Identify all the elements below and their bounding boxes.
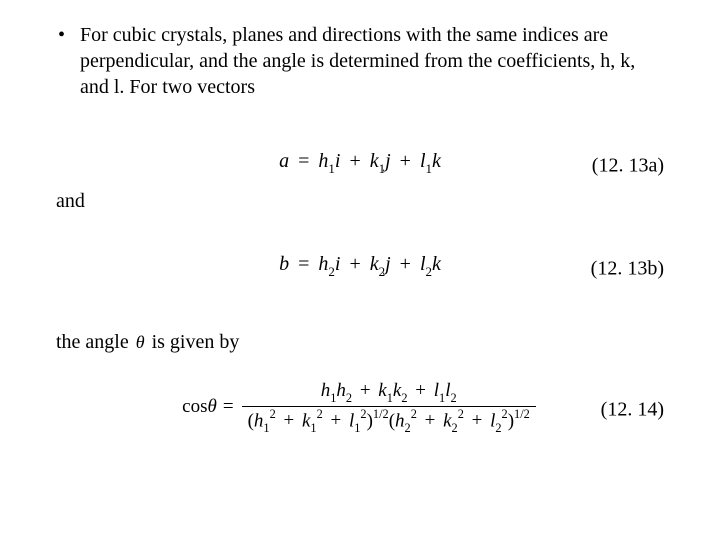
spacer bbox=[56, 100, 664, 150]
equation-label-12-14: (12. 14) bbox=[601, 399, 664, 422]
den-l1-exp: 2 bbox=[360, 407, 366, 421]
plus-sign: + bbox=[327, 410, 344, 431]
bullet-marker: • bbox=[56, 22, 80, 48]
fraction-denominator: (h12 + k12 + l12)1/2(h22 + k22 + l22)1/2 bbox=[242, 406, 536, 435]
eq-a-j: j bbox=[385, 150, 391, 172]
eq-a-l-sub: 1 bbox=[426, 161, 433, 176]
angle-sentence: the angle θ is given by bbox=[56, 331, 664, 354]
den-h1: h bbox=[254, 410, 264, 431]
plus-sign: + bbox=[345, 253, 364, 275]
eq-a-i: i bbox=[335, 150, 341, 172]
rparen: ) bbox=[367, 410, 373, 431]
equation-12-14: cosθ = h1h2 + k1k2 + l1l2 (h12 + k12 + bbox=[56, 380, 664, 440]
equation-12-13b: b = h2i + k2j + l2k (12. 13b) bbox=[56, 253, 664, 285]
num-l1-sub: 1 bbox=[439, 391, 445, 405]
den-l2-sub: 2 bbox=[495, 421, 501, 435]
plus-sign: + bbox=[280, 410, 297, 431]
spacer bbox=[56, 213, 664, 253]
fraction-numerator: h1h2 + k1k2 + l1l2 bbox=[242, 380, 536, 406]
num-h2: h bbox=[336, 380, 346, 401]
bullet-text: For cubic crystals, planes and direction… bbox=[80, 22, 664, 100]
num-k1-sub: 1 bbox=[387, 391, 393, 405]
slide-page: • For cubic crystals, planes and directi… bbox=[0, 0, 720, 540]
fraction: h1h2 + k1k2 + l1l2 (h12 + k12 + l12)1/2(… bbox=[242, 380, 536, 435]
eq-a-k-sub: 1 bbox=[379, 161, 386, 176]
den-l1-sub: 1 bbox=[354, 421, 360, 435]
angle-pre: the angle bbox=[56, 331, 134, 353]
and-text: and bbox=[56, 190, 664, 213]
plus-sign: + bbox=[412, 380, 429, 401]
eq-a-var: a bbox=[279, 150, 289, 172]
den-exp1: 1/2 bbox=[373, 407, 389, 421]
den-k2: k bbox=[443, 410, 451, 431]
den-k1-exp: 2 bbox=[317, 407, 323, 421]
angle-post: is given by bbox=[147, 331, 240, 353]
eq-b-kvec: k bbox=[432, 253, 441, 275]
den-l2-exp: 2 bbox=[502, 407, 508, 421]
plus-sign: + bbox=[396, 150, 415, 172]
eq-b-l: l bbox=[420, 253, 426, 275]
cos-text: cos bbox=[182, 396, 207, 418]
equals-sign: = bbox=[294, 253, 313, 275]
num-k2-sub: 2 bbox=[401, 391, 407, 405]
eq-a-l: l bbox=[420, 150, 426, 172]
den-k2-exp: 2 bbox=[458, 407, 464, 421]
eq-b-i: i bbox=[335, 253, 341, 275]
plus-sign: + bbox=[469, 410, 486, 431]
num-h1-sub: 1 bbox=[330, 391, 336, 405]
equation-12-14-body: cosθ = h1h2 + k1k2 + l1l2 (h12 + k12 + bbox=[182, 380, 538, 435]
num-k1: k bbox=[378, 380, 386, 401]
bullet-item: • For cubic crystals, planes and directi… bbox=[56, 22, 664, 100]
plus-sign: + bbox=[357, 380, 374, 401]
spacer bbox=[56, 285, 664, 331]
eq-a-kvec: k bbox=[432, 150, 441, 172]
den-k2-sub: 2 bbox=[452, 421, 458, 435]
den-exp2: 1/2 bbox=[514, 407, 530, 421]
spacer bbox=[56, 354, 664, 380]
plus-sign: + bbox=[345, 150, 364, 172]
plus-sign: + bbox=[422, 410, 439, 431]
equation-12-13b-body: b = h2i + k2j + l2k bbox=[279, 253, 441, 279]
eq-a-h: h bbox=[318, 150, 328, 172]
eq-a-h-sub: 1 bbox=[328, 161, 335, 176]
eq-a-k: k bbox=[370, 150, 379, 172]
num-l2-sub: 2 bbox=[450, 391, 456, 405]
eq-b-l-sub: 2 bbox=[426, 264, 433, 279]
den-k1-sub: 1 bbox=[310, 421, 316, 435]
eq-b-k: k bbox=[370, 253, 379, 275]
equation-12-13a: a = h1i + k1j + l1k (12. 13a) bbox=[56, 150, 664, 182]
den-h1-exp: 2 bbox=[270, 407, 276, 421]
num-h2-sub: 2 bbox=[346, 391, 352, 405]
plus-sign: + bbox=[396, 253, 415, 275]
equation-label-12-13a: (12. 13a) bbox=[592, 155, 664, 178]
den-h2: h bbox=[395, 410, 405, 431]
eq-b-k-sub: 2 bbox=[379, 264, 386, 279]
equals-sign: = bbox=[217, 396, 240, 418]
eq-b-var: b bbox=[279, 253, 289, 275]
eq-b-h: h bbox=[318, 253, 328, 275]
equation-label-12-13b: (12. 13b) bbox=[591, 258, 664, 281]
equals-sign: = bbox=[294, 150, 313, 172]
eq-b-j: j bbox=[385, 253, 391, 275]
theta-symbol: θ bbox=[134, 332, 147, 352]
den-h1-sub: 1 bbox=[263, 421, 269, 435]
cos-theta: θ bbox=[208, 396, 217, 418]
den-h2-exp: 2 bbox=[411, 407, 417, 421]
den-h2-sub: 2 bbox=[405, 421, 411, 435]
eq-b-h-sub: 2 bbox=[328, 264, 335, 279]
equation-12-13a-body: a = h1i + k1j + l1k bbox=[279, 150, 441, 176]
num-h1: h bbox=[321, 380, 331, 401]
